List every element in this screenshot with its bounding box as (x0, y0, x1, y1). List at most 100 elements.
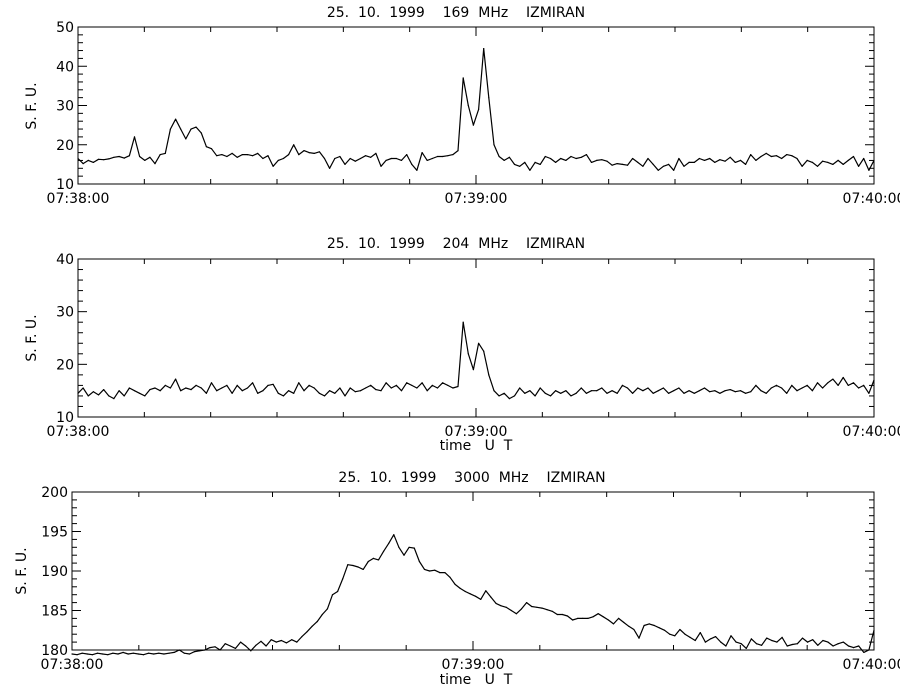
data-point (393, 534, 395, 536)
data-point (293, 144, 295, 146)
data-point (169, 387, 171, 389)
data-point (122, 651, 124, 654)
data-point (175, 378, 177, 380)
data-point (868, 169, 870, 171)
data-point (490, 596, 492, 598)
data-point (760, 155, 762, 158)
data-point (618, 617, 620, 620)
data-point (395, 157, 397, 160)
data-point (724, 160, 726, 162)
data-point (669, 633, 671, 635)
data-point (585, 154, 588, 156)
data-point (231, 392, 233, 394)
data-point (334, 392, 336, 394)
data-point (226, 384, 228, 386)
data-point (426, 390, 428, 392)
data-point (431, 384, 433, 386)
data-point (277, 159, 279, 161)
data-point (77, 157, 79, 160)
data-point (837, 159, 839, 161)
data-point (524, 392, 526, 394)
data-point (781, 636, 783, 639)
data-point (781, 157, 783, 160)
data-point (524, 161, 526, 163)
data-point (173, 651, 175, 654)
data-point (541, 607, 543, 609)
data-point (383, 550, 385, 552)
data-point (590, 390, 593, 392)
data-point (185, 138, 187, 140)
data-point (868, 649, 870, 651)
data-point (775, 155, 778, 157)
data-point (349, 387, 351, 389)
data-point (200, 387, 202, 389)
data-point (801, 637, 804, 639)
data-point (776, 641, 778, 643)
data-point (436, 155, 439, 158)
data-point (318, 151, 320, 153)
data-point (354, 391, 356, 393)
data-point (873, 379, 875, 381)
data-point (842, 163, 844, 165)
y-tick-label: 190 (41, 564, 68, 580)
data-point (472, 124, 474, 126)
data-point (745, 647, 747, 650)
data-point (698, 390, 701, 392)
data-point (729, 389, 731, 391)
data-point (626, 387, 629, 389)
chart-title: 25. 10. 1999 169 MHz IZMIRAN (327, 5, 585, 21)
data-point (195, 126, 197, 128)
data-point (863, 651, 865, 654)
data-point (612, 623, 615, 625)
data-point (429, 570, 431, 572)
data-point (144, 159, 146, 161)
data-point (92, 161, 94, 163)
data-point (210, 148, 213, 150)
data-point (359, 390, 362, 392)
data-point (354, 160, 356, 162)
data-point (725, 645, 727, 647)
data-point (822, 387, 824, 389)
data-point (205, 392, 207, 394)
data-point (293, 392, 295, 394)
data-point (344, 395, 346, 397)
data-point (806, 384, 808, 386)
data-point (467, 104, 469, 107)
data-point (413, 547, 415, 549)
data-point (662, 165, 665, 167)
data-point (513, 163, 516, 165)
panel-204mhz: 25. 10. 1999 204 MHz IZMIRAN S. F. U. ti… (24, 236, 900, 454)
data-point (648, 623, 650, 625)
data-point (236, 156, 238, 158)
y-tick-label: 40 (56, 252, 74, 268)
data-point (842, 376, 844, 379)
data-point (739, 390, 742, 392)
data-point (633, 628, 635, 631)
data-point (462, 321, 464, 323)
data-point (390, 157, 392, 160)
data-point (531, 605, 533, 608)
data-point (478, 108, 480, 110)
data-point (745, 163, 747, 165)
data-point (786, 392, 788, 394)
data-point (607, 619, 610, 621)
data-point (796, 157, 798, 160)
data-point (493, 390, 495, 392)
data-point (390, 387, 392, 389)
data-point (221, 387, 223, 389)
data-point (616, 392, 618, 394)
data-point (365, 155, 367, 157)
data-point (560, 392, 562, 394)
data-point (107, 654, 109, 656)
data-point (423, 568, 426, 571)
data-point (87, 395, 89, 397)
data-point (469, 593, 471, 595)
plot-frame (77, 258, 875, 418)
data-point (683, 392, 685, 394)
data-point (847, 384, 849, 386)
data-point (344, 163, 346, 165)
data-point (462, 77, 464, 79)
data-point (246, 387, 249, 389)
data-point (500, 605, 502, 607)
data-point (337, 590, 339, 593)
